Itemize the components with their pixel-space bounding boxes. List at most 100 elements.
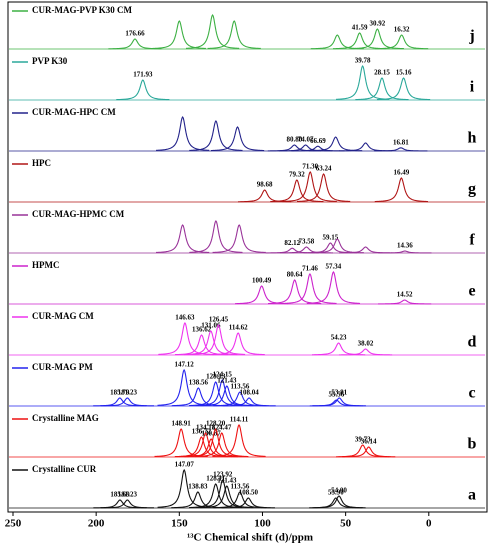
- panel-letter: d: [468, 334, 477, 351]
- peak-label: 36.14: [361, 438, 377, 446]
- legend-label: CUR-MAG-PVP K30 CM: [32, 5, 132, 15]
- peak-label: 128.13: [206, 373, 226, 381]
- peak-label: 14.36: [397, 242, 413, 250]
- peak-label: 123.92: [213, 471, 233, 479]
- peak-label: 176.66: [125, 30, 145, 38]
- peak-label: 138.56: [189, 379, 209, 387]
- peak-label: 181.23: [118, 389, 138, 397]
- peak-label: 124.15: [213, 371, 233, 379]
- peak: [270, 179, 324, 203]
- peak-label: 59.15: [323, 234, 339, 242]
- x-tick-label: 200: [88, 518, 105, 530]
- peak: [100, 499, 154, 509]
- peak-label: 66.69: [310, 137, 326, 145]
- peak: [200, 385, 254, 407]
- panel-letter: a: [468, 487, 476, 504]
- legend-label: Crystalline CUR: [32, 464, 97, 474]
- peak-label: 71.46: [302, 265, 318, 273]
- panel-letter: b: [468, 436, 477, 453]
- peak-label: 134.18: [196, 424, 216, 432]
- peak-label: 147.12: [174, 361, 194, 369]
- peak: [238, 189, 292, 203]
- legend-label: CUR-MAG-HPC CM: [32, 107, 116, 117]
- peak-label: 39.73: [355, 436, 371, 444]
- peak: [378, 250, 432, 254]
- peak: [375, 34, 429, 50]
- peak: [268, 279, 322, 305]
- peak: [279, 246, 334, 254]
- peak: [376, 77, 431, 101]
- peak: [211, 332, 265, 356]
- peak: [212, 224, 266, 254]
- panel-letter: i: [470, 79, 475, 96]
- peak-label: 114.62: [229, 324, 248, 332]
- peak-label: 57.34: [326, 263, 342, 271]
- peak-label: 38.02: [358, 340, 374, 348]
- x-axis-label: ¹³C Chemical shift (d)/ppm: [187, 532, 313, 544]
- peak: [374, 177, 428, 203]
- peak: [116, 79, 170, 101]
- peak-label: 15.16: [396, 69, 412, 77]
- peak: [278, 144, 333, 152]
- peak: [309, 497, 363, 509]
- legend-label: HPMC: [32, 260, 60, 270]
- peak: [222, 397, 276, 407]
- peak-label: 138.83: [188, 483, 208, 491]
- peak: [312, 495, 366, 509]
- peak: [213, 391, 267, 407]
- peak-label: 30.92: [369, 20, 385, 28]
- peak-label: 128.11: [206, 475, 225, 483]
- peak-label: 136.62: [192, 326, 212, 334]
- panel-letter: e: [468, 283, 475, 300]
- peak: [221, 497, 275, 509]
- peak-label: 63.24: [316, 165, 332, 173]
- panel-letter: f: [469, 232, 475, 249]
- peak-label: 185.79: [110, 389, 130, 397]
- peak-label: 181.23: [118, 491, 138, 499]
- peak-label: 146.63: [175, 314, 195, 322]
- peak: [195, 432, 249, 458]
- peak: [207, 20, 261, 50]
- peak: [184, 330, 238, 356]
- peak-label: 108.50: [239, 489, 259, 497]
- peak: [108, 38, 162, 50]
- peak-label: 124.47: [212, 424, 232, 432]
- legend-label: CUR-MAG PM: [32, 362, 93, 372]
- peak-label: 147.07: [175, 461, 195, 469]
- peak-label: 108.04: [239, 389, 259, 397]
- peak-label: 28.15: [374, 69, 390, 77]
- peak-label: 55.56: [329, 391, 345, 399]
- peak: [296, 173, 351, 203]
- peak-label: 79.32: [289, 171, 305, 179]
- peak-label: 131.06: [201, 322, 221, 330]
- x-tick-label: 150: [171, 518, 188, 530]
- peak: [185, 13, 240, 49]
- peak-label: 82.12: [284, 239, 300, 247]
- peak-label: 53.81: [331, 389, 347, 397]
- peak-label: 113.56: [230, 483, 249, 491]
- peak-label: 41.59: [352, 24, 368, 32]
- peak-label: 185.69: [110, 491, 130, 499]
- peak-label: 113.56: [230, 383, 249, 391]
- peak: [235, 285, 289, 305]
- peak: [152, 20, 206, 50]
- peak: [283, 273, 337, 304]
- legend-label: PVP K30: [32, 56, 68, 66]
- peak: [350, 28, 404, 50]
- peak: [355, 77, 409, 101]
- x-tick-label: 0: [426, 518, 432, 530]
- peak-label: 16.49: [393, 169, 409, 177]
- panel-letter: j: [468, 28, 474, 45]
- peak-label: 54.23: [331, 334, 347, 342]
- peak-label: 148.91: [172, 420, 192, 428]
- peak-label: 73.58: [299, 238, 315, 246]
- peak-label: 14.52: [397, 291, 413, 299]
- peak: [306, 270, 361, 304]
- peak-label: 54.00: [331, 487, 347, 495]
- peak-label: 16.81: [393, 138, 409, 146]
- peak: [291, 145, 345, 152]
- peak-label: 80.64: [287, 271, 303, 279]
- legend-label: Crystalline MAG: [32, 413, 99, 423]
- peak: [312, 397, 366, 407]
- peak: [191, 324, 246, 355]
